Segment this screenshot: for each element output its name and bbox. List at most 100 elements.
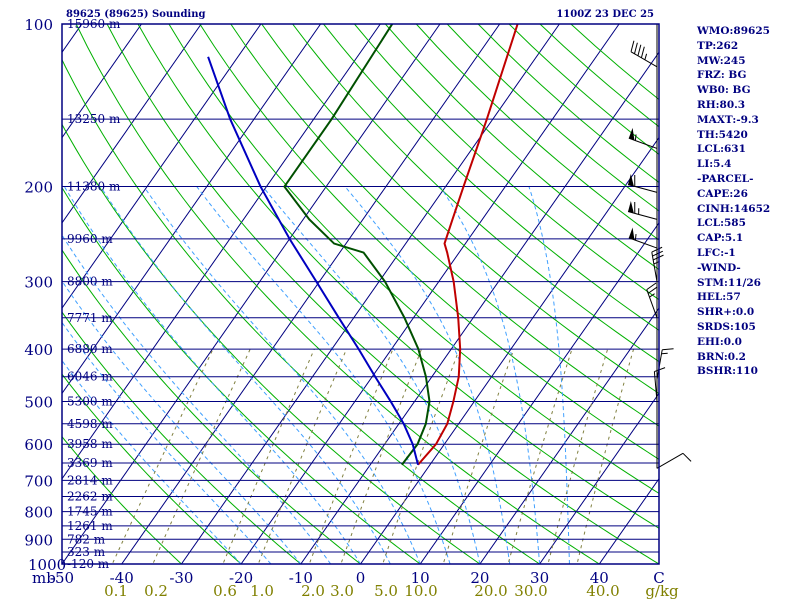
wind-barb-staff [646,289,658,318]
wind-barb-staff [656,452,684,469]
isotherm-line [121,24,501,564]
dry-adiabat-line [62,373,242,564]
mixing-ratio-line [222,348,315,564]
mixing-ratio-line [152,348,251,564]
moist-adiabat-line [262,186,481,564]
isotherm-line [598,477,659,564]
wind-barb-flag [646,282,657,291]
wind-barb [628,227,658,249]
mixing-ratio-line [111,348,214,564]
index-line: MW:245 [697,54,746,67]
dry-adiabat-line [75,24,601,564]
wind-barb-flag [637,44,642,56]
moist-adiabat-line [143,186,421,564]
height-label: 8800 m [67,275,113,289]
temperature-tick-label: -40 [110,569,134,587]
height-label: 1745 m [67,505,113,519]
isotherm-line [62,24,381,480]
isotherm-line [62,24,202,224]
wind-barb-half-flag [649,293,655,298]
temperature-tick-label: 0 [356,569,366,587]
pressure-tick-label: 300 [24,274,53,292]
index-line: CINH:14652 [697,202,771,215]
dewpoint-trace [283,24,431,466]
index-line: BSHR:110 [697,365,758,378]
height-label: 3369 m [67,456,113,470]
isotherm-line [538,392,659,564]
plot-frame [61,23,660,565]
temperature-trace [417,24,519,466]
height-label: 5300 m [67,394,113,408]
valid-time: 1100Z 23 DEC 25 [556,9,654,20]
parcel-trace [207,56,419,466]
dry-adiabat-line [62,58,541,564]
height-label: 1261 m [67,519,113,533]
pressure-tick-label: 900 [24,531,53,549]
height-label: 323 m [67,545,106,559]
wind-barb-flag [682,452,692,462]
temperature-tick-label: -30 [169,569,193,587]
mixing-ratio-line [257,348,347,564]
mixing-ratio-label: 0.1 [104,582,128,600]
index-line: FRZ: BG [697,69,747,82]
wind-barb [627,173,658,193]
dry-adiabat-line [292,24,659,363]
pressure-tick-label: 600 [24,436,53,454]
isotherm-line [62,24,322,395]
index-line: BRN:0.2 [697,350,746,363]
index-line: WMO:89625 [697,25,770,37]
index-line: TP:262 [697,39,739,52]
wind-barb-half-flag [634,234,637,241]
mixing-ratio-line [547,348,609,564]
pressure-tick-label: 500 [24,393,53,411]
mixing-ratio-label: 0.2 [144,582,168,600]
moist-adiabat-line [344,186,511,564]
pressure-tick-label: 400 [24,341,53,359]
isotherm-line [62,24,262,310]
wind-barb-flag [652,250,664,257]
mixing-ratio-label: 40.0 [586,582,619,600]
pressure-tick-label: 200 [24,179,53,197]
height-label: 6046 m [67,370,113,384]
dry-adiabat-line [137,24,659,529]
index-line: EHI:0.0 [697,335,742,348]
dry-adiabat-line [384,24,659,271]
height-label: 9960 m [67,232,113,246]
dry-adiabat-line [261,24,659,395]
wind-barb [628,127,658,149]
moist-adiabat-line [62,280,302,564]
mixing-ratio-label: 1.0 [250,582,274,600]
dry-adiabat-line [230,24,659,427]
isotherm-line [240,24,620,564]
mixing-ratio-line [308,348,394,564]
pressure-tick-label: 700 [24,472,53,490]
dry-adiabat-line [199,24,659,460]
mixing-ratio-label: 5.0 [374,582,398,600]
wind-barb-pennant [628,227,635,240]
isotherm-line [62,24,142,139]
index-line: CAP:5.1 [697,232,744,245]
dry-adiabat-line [323,24,659,331]
dry-adiabat-line [106,24,659,564]
wind-barb [656,452,692,469]
isotherm-line [359,136,659,564]
temperature-tick-label: 10 [411,569,430,587]
height-label: 11380 m [67,180,121,194]
index-line: LCL:585 [697,217,746,230]
dry-adiabat-line [62,186,422,564]
temperature-tick-label: 30 [530,569,549,587]
temperature-tick-label: 20 [470,569,489,587]
station-title: 89625 (89625) Sounding [66,9,206,20]
wind-barb-staff [651,252,658,282]
isotherm-line [180,24,560,564]
wind-barb [651,246,664,282]
wind-barb-flag [662,348,674,351]
index-line: TH:5420 [697,128,748,141]
mixing-ratio-label: 10.0 [404,582,437,600]
mixing-ratio-label: 0.6 [213,582,237,600]
isotherm-line [0,24,22,575]
mixing-ratio-label: 3.0 [330,582,354,600]
wind-barb-half-flag [644,53,648,60]
height-label: 3958 m [67,437,113,451]
index-line: MAXT:-9.3 [697,113,759,126]
